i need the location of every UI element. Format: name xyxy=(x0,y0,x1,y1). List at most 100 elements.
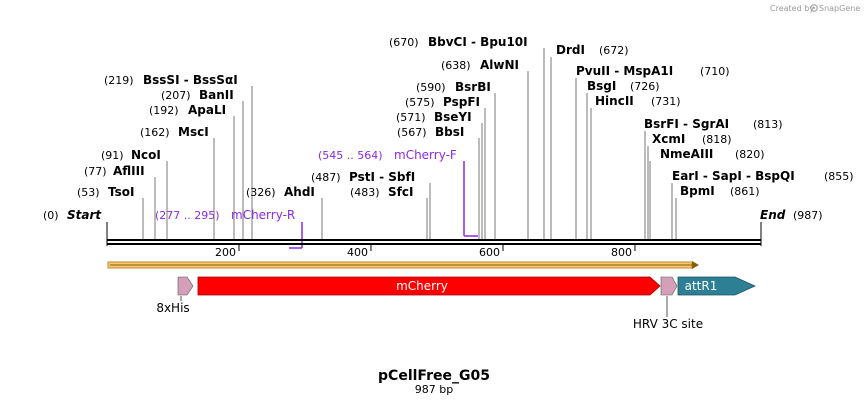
primer-range: (277 .. 295) xyxy=(155,209,220,222)
site-pspfi: (575) PspFI xyxy=(405,95,480,109)
site-name: BpmI xyxy=(680,184,715,198)
site-position: (571) xyxy=(396,111,426,124)
snapgene-logo-icon xyxy=(810,4,818,12)
feature-label: mCherry xyxy=(396,279,448,293)
site-position: (162) xyxy=(140,126,170,139)
feature-label: 8xHis xyxy=(156,301,189,315)
site-position: (91) xyxy=(101,149,124,162)
site-position: (731) xyxy=(651,95,681,108)
site-name: BbsI xyxy=(435,125,464,139)
site-name: BanII xyxy=(199,88,234,102)
site-pvuii: PvuII - MspA1I (710) xyxy=(576,64,730,78)
site-bsssi: (219) BssSI - BssSαI xyxy=(104,73,238,87)
site-name: BsgI xyxy=(587,79,616,93)
svg-text:400: 400 xyxy=(347,246,368,259)
primer-mcherry-r: (277 .. 295) mCherry-R xyxy=(155,208,303,249)
site-banii: (207) BanII xyxy=(161,88,234,102)
feature-mcherry: mCherry xyxy=(197,276,661,296)
site-afliii: (77) AflIII xyxy=(84,164,145,178)
ruler: 200 400 600 800 xyxy=(215,245,636,259)
site-name: MscI xyxy=(178,125,209,139)
site-name: PvuII - MspA1I xyxy=(576,64,673,78)
site-name: BsrFI - SgrAI xyxy=(644,117,729,131)
site-position: (53) xyxy=(77,186,100,199)
feature-label: HRV 3C site xyxy=(633,317,703,331)
site-position: (192) xyxy=(149,104,179,117)
site-name: HincII xyxy=(595,94,634,108)
feature-attr1: attR1 xyxy=(677,276,756,296)
site-alwni: (638) AlwNI xyxy=(441,58,519,72)
site-position: (820) xyxy=(735,148,765,161)
site-name: ApaLI xyxy=(188,103,226,117)
ruler-tick: 800 xyxy=(611,245,636,259)
site-name: AflIII xyxy=(113,164,145,178)
site-position: (813) xyxy=(753,118,783,131)
site-nmeaiii: NmeAIII (820) xyxy=(660,147,765,161)
site-position: (483) xyxy=(350,186,380,199)
site-name: DrdI xyxy=(556,43,585,57)
site-name: BseYI xyxy=(434,110,472,124)
site-sfci: (483) SfcI xyxy=(350,185,413,199)
site-position: (861) xyxy=(730,185,760,198)
site-ahdi: (326) AhdI xyxy=(246,185,315,199)
site-name: AlwNI xyxy=(480,58,519,72)
site-name: AhdI xyxy=(284,185,315,199)
site-name: BbvCI - Bpu10I xyxy=(428,35,528,49)
site-bbvci: (670) BbvCI - Bpu10I xyxy=(389,35,528,49)
ruler-tick: 400 xyxy=(347,245,372,259)
site-hincii: HincII (731) xyxy=(595,94,681,108)
site-tsoi: (53) TsoI xyxy=(77,185,134,199)
credit-brand: SnapGene xyxy=(819,4,860,13)
site-position: (567) xyxy=(397,126,427,139)
svg-text:600: 600 xyxy=(479,246,500,259)
site-name: NcoI xyxy=(131,148,161,162)
site-position: (487) xyxy=(311,171,341,184)
site-ncoi: (91) NcoI xyxy=(101,148,161,162)
site-name: PspFI xyxy=(443,95,480,109)
site-position: (818) xyxy=(702,133,732,146)
site-xcmi: XcmI (818) xyxy=(652,132,732,146)
site-msci: (162) MscI xyxy=(140,125,209,139)
feature-8xhis: 8xHis xyxy=(156,276,194,315)
ruler-tick: 200 xyxy=(215,245,240,259)
site-bsrbi: (590) BsrBI xyxy=(416,80,491,94)
site-name: NmeAIII xyxy=(660,147,713,161)
site-position: (672) xyxy=(599,44,629,57)
primer-name: mCherry-F xyxy=(394,148,457,162)
site-position: (590) xyxy=(416,81,446,94)
start-position: (0) xyxy=(43,209,59,222)
site-bpmi: BpmI (861) xyxy=(680,184,760,198)
site-position: (855) xyxy=(824,170,854,183)
site-position: (219) xyxy=(104,74,134,87)
site-position: (638) xyxy=(441,59,471,72)
start-marker: (0) Start xyxy=(43,208,102,222)
site-position: (710) xyxy=(700,65,730,78)
site-name: BsrBI xyxy=(455,80,491,94)
start-label: Start xyxy=(67,208,102,222)
site-bseyi: (571) BseYI xyxy=(396,110,472,124)
site-eari: EarI - SapI - BspQI (855) xyxy=(672,169,854,183)
site-name: TsoI xyxy=(108,185,134,199)
feature-hrv-3c-site: HRV 3C site xyxy=(633,276,703,331)
site-position: (77) xyxy=(84,165,107,178)
site-name: EarI - SapI - BspQI xyxy=(672,169,795,183)
site-position: (207) xyxy=(161,89,191,102)
site-position: (575) xyxy=(405,96,435,109)
end-label: End xyxy=(760,208,786,222)
ruler-tick: 600 xyxy=(479,245,504,259)
site-apali: (192) ApaLI xyxy=(149,103,226,117)
end-marker: End (987) xyxy=(760,208,823,222)
plasmid-length: 987 bp xyxy=(415,383,453,396)
site-bsrfi: BsrFI - SgrAI (813) xyxy=(644,117,783,131)
end-position: (987) xyxy=(793,209,823,222)
site-name: PstI - SbfI xyxy=(349,170,415,184)
site-name: XcmI xyxy=(652,132,685,146)
site-drdi: DrdI (672) xyxy=(556,43,629,57)
site-position: (726) xyxy=(630,80,660,93)
backbone xyxy=(106,222,762,246)
site-position: (326) xyxy=(246,186,276,199)
primer-mcherry-f: (545 .. 564) mCherry-F xyxy=(318,148,478,237)
svg-text:800: 800 xyxy=(611,246,632,259)
site-lines xyxy=(142,48,677,240)
